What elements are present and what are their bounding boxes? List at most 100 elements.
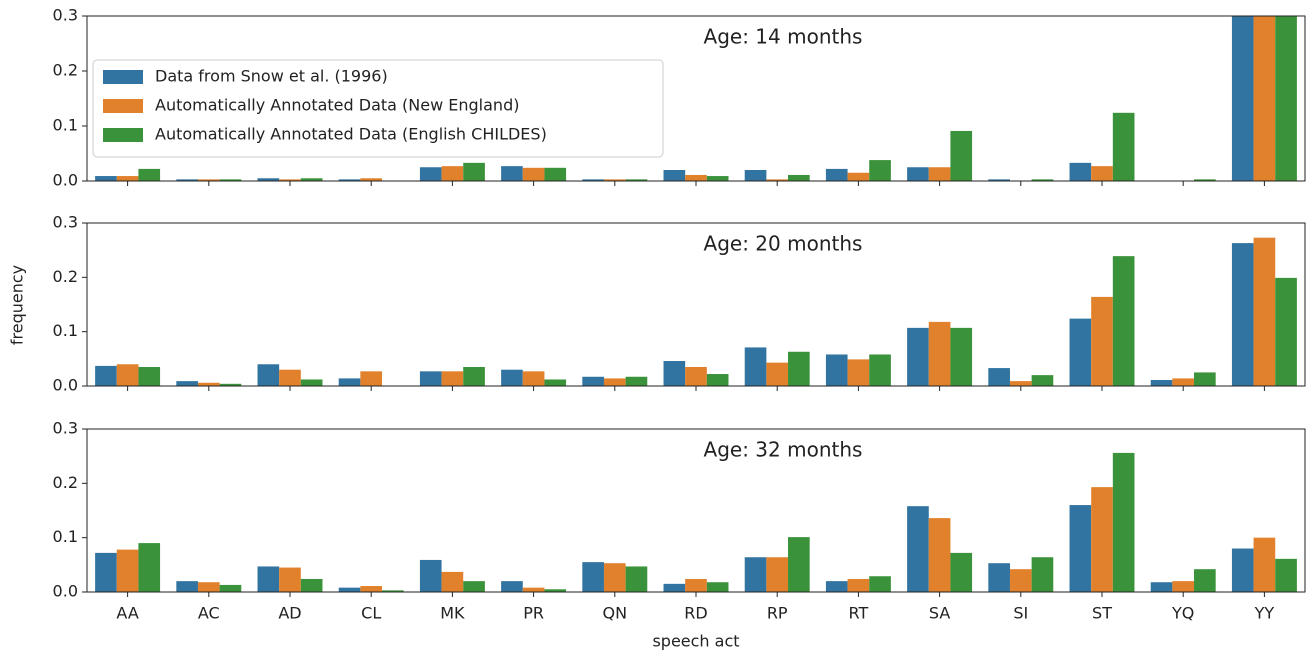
- bar: [744, 557, 767, 592]
- bar: [176, 381, 198, 386]
- y-tick-label: 0.3: [53, 6, 78, 25]
- bar: [950, 552, 973, 592]
- y-tick-label: 0.1: [53, 527, 78, 546]
- bar: [441, 166, 464, 181]
- bar: [766, 557, 789, 592]
- panel-title: Age: 14 months: [704, 25, 863, 49]
- bar: [1275, 277, 1297, 386]
- bar: [788, 174, 810, 181]
- bar: [603, 378, 626, 386]
- x-tick-label: AD: [278, 604, 301, 623]
- bar: [1112, 112, 1135, 181]
- bar: [176, 179, 198, 181]
- y-tick-label: 0.2: [53, 267, 78, 286]
- bar: [279, 369, 301, 386]
- bar: [1031, 179, 1054, 181]
- bar: [522, 371, 545, 386]
- x-tick-label: RD: [684, 604, 707, 623]
- bar: [1112, 452, 1135, 592]
- bar: [928, 321, 951, 386]
- bar: [1031, 375, 1054, 386]
- bar: [847, 578, 870, 592]
- bar: [950, 130, 973, 181]
- bar: [1253, 537, 1276, 592]
- bar: [869, 354, 891, 386]
- bar: [1009, 569, 1032, 592]
- bar: [1009, 381, 1032, 386]
- bar: [419, 371, 442, 386]
- bar: [988, 563, 1010, 592]
- y-tick-label: 0.3: [53, 419, 78, 438]
- legend-swatch: [103, 128, 143, 142]
- bar: [1275, 558, 1297, 592]
- bar: [1194, 372, 1216, 386]
- bar: [522, 167, 545, 181]
- bar: [950, 327, 973, 386]
- y-axis-label: frequency: [8, 265, 27, 345]
- bar: [1150, 582, 1173, 592]
- bar: [825, 168, 848, 181]
- bar: [382, 590, 404, 592]
- bar: [1091, 166, 1113, 181]
- bar: [744, 170, 767, 181]
- bar: [116, 549, 139, 592]
- bar: [907, 506, 929, 592]
- bar: [95, 552, 117, 592]
- bar: [544, 379, 567, 386]
- bar: [300, 379, 323, 386]
- bar: [197, 382, 220, 386]
- bar: [685, 578, 707, 592]
- bar: [685, 366, 707, 386]
- x-tick-label: CL: [361, 604, 381, 623]
- bar: [928, 518, 951, 592]
- axes-frame: [86, 222, 1306, 387]
- panel-title: Age: 20 months: [704, 232, 863, 256]
- bar: [360, 178, 383, 181]
- bar: [501, 369, 523, 386]
- plot-area: [95, 237, 1297, 386]
- bar: [706, 582, 729, 592]
- legend-swatch: [103, 70, 143, 84]
- x-tick-label: RP: [767, 604, 788, 623]
- bar: [1172, 378, 1195, 386]
- bar: [869, 576, 891, 592]
- bar: [685, 174, 707, 181]
- legend-label: Automatically Annotated Data (English CH…: [155, 125, 547, 144]
- bar: [257, 178, 280, 181]
- y-tick-label: 0.2: [53, 473, 78, 492]
- x-tick-label: AC: [198, 604, 220, 623]
- bar: [907, 167, 929, 181]
- y-tick-label: 0.0: [53, 582, 78, 601]
- bar: [138, 543, 161, 592]
- y-tick-label: 0.2: [53, 61, 78, 80]
- bar: [663, 361, 686, 386]
- bar: [663, 583, 686, 592]
- bar: [338, 587, 361, 592]
- bar: [1069, 318, 1092, 386]
- bar: [928, 167, 951, 181]
- x-tick-label: SA: [929, 604, 950, 623]
- bar: [1112, 256, 1135, 386]
- bar: [825, 581, 848, 592]
- bar: [1194, 179, 1216, 181]
- bar: [706, 374, 729, 386]
- bar: [197, 179, 220, 181]
- bar: [663, 170, 686, 181]
- bar: [1253, 16, 1276, 181]
- x-tick-label: YQ: [1171, 604, 1194, 623]
- bar: [582, 179, 604, 181]
- bar: [419, 559, 442, 592]
- bar: [1069, 162, 1092, 181]
- bar: [1275, 16, 1297, 181]
- x-tick-label: ST: [1092, 604, 1112, 623]
- bar: [1172, 581, 1195, 592]
- bar: [463, 581, 485, 592]
- axes-frame: [86, 15, 1306, 182]
- bar: [95, 365, 117, 386]
- bar: [766, 179, 789, 181]
- bar: [219, 584, 242, 592]
- bar: [279, 179, 301, 181]
- plot-area: [95, 452, 1297, 592]
- bar: [522, 587, 545, 592]
- bar: [300, 178, 323, 181]
